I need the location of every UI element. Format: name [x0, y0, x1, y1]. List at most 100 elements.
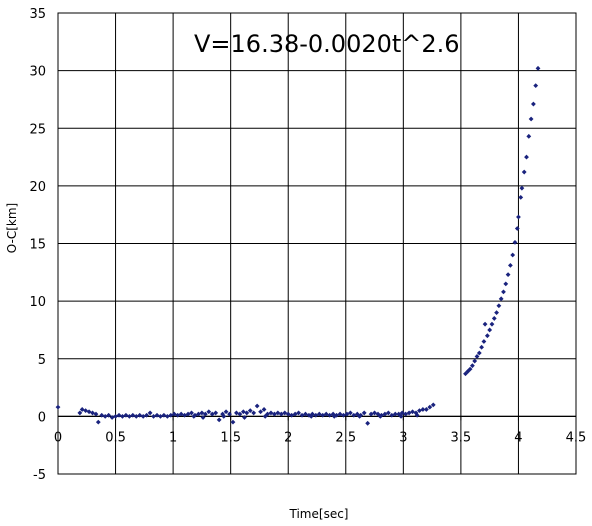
- x-tick-label-1: 0.5: [105, 430, 126, 445]
- data-point-80: [347, 410, 353, 416]
- data-point-42: [216, 417, 222, 423]
- data-point-79: [344, 411, 350, 417]
- data-point-126: [484, 333, 490, 339]
- data-point-36: [196, 411, 201, 417]
- data-point-133: [501, 289, 506, 295]
- data-point-114: [398, 413, 404, 419]
- x-tick-label-4: 2: [284, 430, 292, 445]
- y-tick-label-7: 30: [29, 65, 46, 80]
- data-point-94: [396, 411, 402, 417]
- data-point-58: [272, 411, 277, 417]
- y-tick-label-3: 10: [29, 295, 46, 310]
- x-axis-title: Time[sec]: [289, 507, 349, 521]
- data-point-132: [498, 296, 504, 302]
- data-point-65: [296, 410, 301, 416]
- data-point-146: [528, 116, 534, 122]
- data-point-103: [427, 404, 433, 410]
- data-point-119: [470, 363, 475, 369]
- data-point-143: [521, 169, 527, 175]
- data-point-105: [191, 413, 197, 419]
- tick-labels: 0 0.5 1 1.5 2 2.5 3 3.5 4 4.5 -5 0 5 10 15 20 25 30 35: [29, 7, 586, 483]
- data-point-140: [516, 214, 521, 220]
- data-point-54: [258, 409, 263, 415]
- x-tick-label-9: 4.5: [566, 430, 587, 445]
- data-point-125: [482, 321, 488, 327]
- data-point-3: [83, 408, 89, 414]
- data-points: [55, 65, 541, 426]
- data-point-45: [227, 411, 232, 417]
- data-point-149: [535, 65, 541, 71]
- data-point-27: [164, 413, 170, 419]
- data-point-41: [213, 410, 219, 416]
- data-point-20: [140, 413, 146, 419]
- y-tick-label-8: 35: [29, 7, 46, 22]
- data-point-118: [467, 366, 473, 372]
- data-point-127: [487, 327, 493, 333]
- x-tick-label-6: 3: [399, 430, 407, 445]
- data-point-128: [489, 321, 495, 327]
- y-tick-label-0: -5: [33, 468, 46, 483]
- y-tick-label-1: 0: [38, 410, 46, 425]
- y-tick-label-2: 5: [38, 353, 46, 368]
- x-tick-label-5: 2.5: [335, 430, 356, 445]
- equation-annotation: V=16.38-0.0020t^2.6: [194, 30, 460, 58]
- data-point-113: [377, 413, 383, 419]
- data-point-34: [189, 410, 194, 416]
- data-point-77: [337, 411, 343, 417]
- data-point-139: [514, 226, 520, 231]
- data-point-147: [531, 101, 536, 107]
- data-point-0: [55, 404, 61, 410]
- data-point-109: [262, 413, 268, 419]
- data-point-50: [244, 410, 250, 416]
- y-tick-label-5: 20: [29, 180, 46, 195]
- data-point-62: [285, 411, 291, 417]
- data-point-101: [420, 407, 426, 412]
- x-tick-label-0: 0: [54, 430, 62, 445]
- data-point-137: [510, 252, 516, 258]
- data-point-25: [158, 413, 163, 419]
- data-point-60: [278, 411, 284, 417]
- data-point-9: [102, 413, 108, 419]
- data-point-124: [481, 339, 487, 344]
- data-point-67: [303, 411, 308, 417]
- data-point-142: [519, 185, 525, 191]
- data-point-120: [472, 358, 478, 364]
- x-tick-label-3: 1.5: [220, 430, 241, 445]
- data-point-52: [251, 410, 257, 416]
- data-point-55: [261, 407, 267, 412]
- data-point-110: [308, 413, 314, 419]
- data-point-85: [365, 420, 371, 426]
- data-point-44: [223, 409, 229, 415]
- data-point-40: [209, 411, 215, 417]
- data-point-131: [496, 303, 502, 309]
- data-point-82: [354, 411, 360, 417]
- data-point-12: [113, 413, 118, 419]
- data-point-21: [144, 412, 150, 418]
- data-point-39: [206, 409, 212, 415]
- plot-frame: [57, 12, 577, 475]
- data-point-43: [220, 411, 226, 417]
- data-point-91: [385, 410, 391, 416]
- data-point-10: [106, 412, 112, 418]
- data-point-29: [171, 411, 177, 417]
- x-tick-label-8: 4: [514, 430, 522, 445]
- data-point-115: [414, 412, 420, 418]
- y-tick-label-6: 25: [29, 122, 46, 137]
- data-point-144: [524, 154, 529, 160]
- data-point-112: [357, 413, 362, 419]
- x-tick-label-7: 3.5: [451, 430, 472, 445]
- data-point-148: [533, 83, 539, 89]
- data-point-134: [503, 281, 509, 287]
- data-point-122: [476, 350, 482, 356]
- data-point-16: [126, 413, 132, 419]
- data-point-18: [133, 413, 139, 419]
- data-point-53: [254, 403, 260, 409]
- data-point-1: [77, 410, 83, 416]
- data-point-64: [292, 411, 298, 417]
- data-point-14: [120, 413, 125, 419]
- data-point-104: [430, 402, 436, 408]
- data-point-7: [95, 419, 101, 425]
- data-point-135: [505, 272, 511, 278]
- data-point-22: [147, 410, 153, 416]
